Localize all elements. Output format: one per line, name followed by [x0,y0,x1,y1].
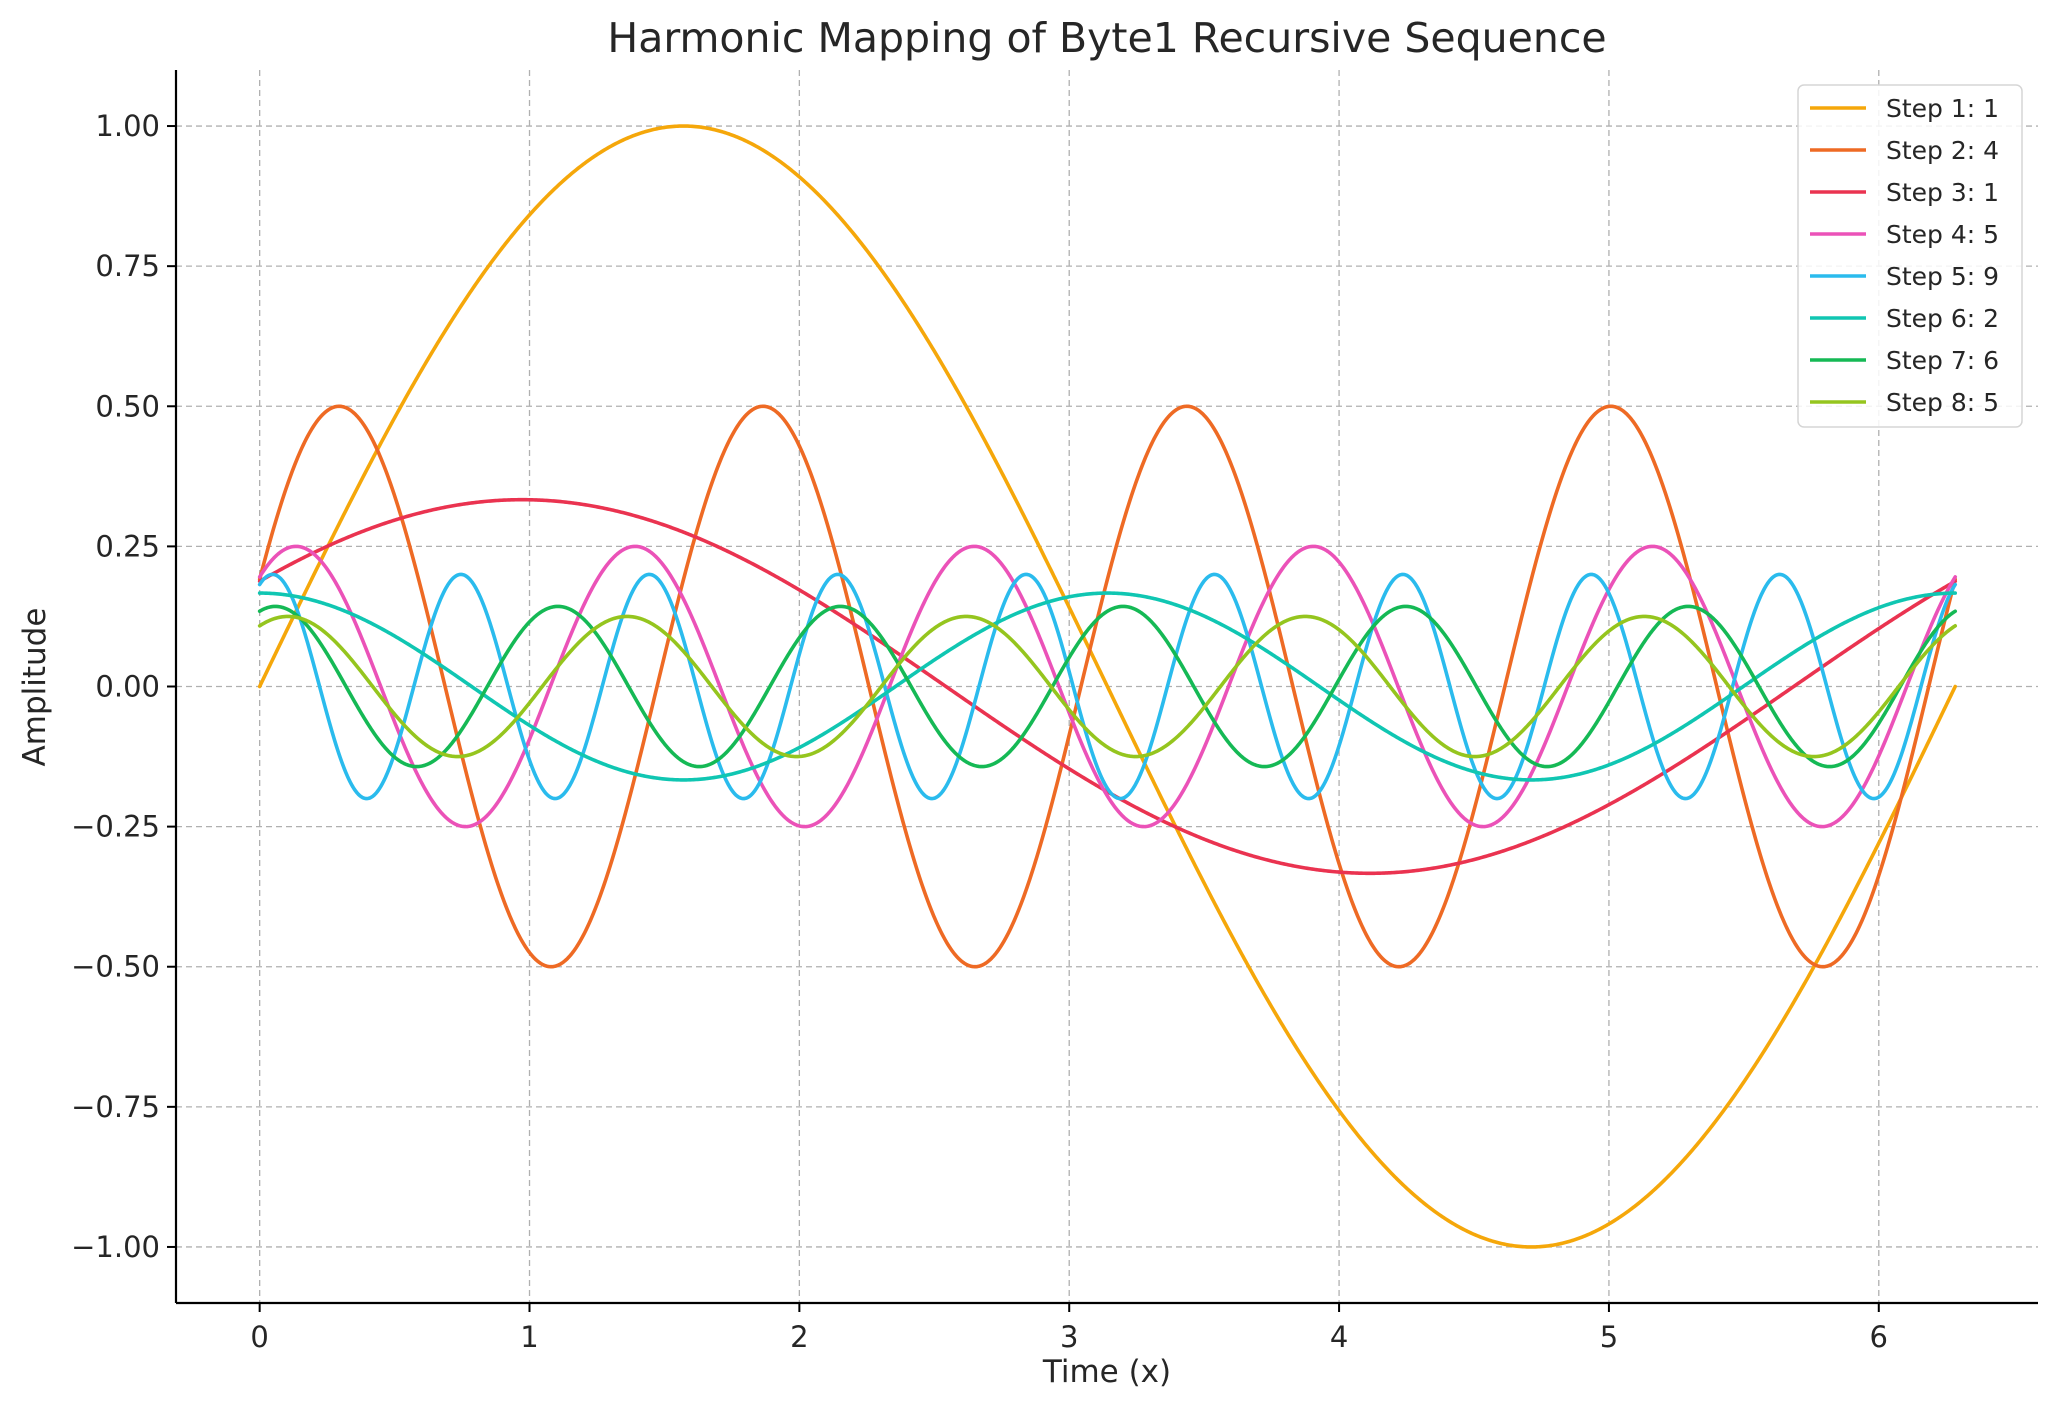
legend-label: Step 3: 1 [1886,178,1999,207]
x-tick-label: 4 [1330,1320,1348,1354]
series-line [257,591,1958,782]
legend-label: Step 4: 5 [1886,220,1999,249]
y-tick-label: −1.00 [71,1230,160,1264]
legend-label: Step 8: 5 [1886,388,1999,417]
legend-label: Step 7: 6 [1886,346,1999,375]
chart-title: Harmonic Mapping of Byte1 Recursive Sequ… [607,14,1606,62]
x-tick-label: 1 [520,1320,538,1354]
legend-label: Step 5: 9 [1886,262,1999,291]
y-tick-label: −0.25 [71,810,160,844]
y-tick-label: −0.50 [71,950,160,984]
series-line [257,124,1958,1249]
y-tick-label: −0.75 [71,1090,160,1124]
series-line [257,604,1958,769]
y-tick-label: 0.25 [95,529,160,563]
x-tick-label: 0 [250,1320,268,1354]
x-tick-label: 6 [1870,1320,1888,1354]
y-axis-label: Amplitude [17,608,53,767]
y-tick-label: 1.00 [95,109,160,143]
series-line [257,544,1958,829]
ticks: 0 1 2 3 4 5 6 −1.00 −0.75 −0.50 −0.25 0.00 0.25 0.50 0… [71,109,1888,1354]
series-line [257,614,1958,759]
series-line [257,404,1958,969]
x-axis-label: Time (x) [1042,1354,1171,1390]
legend-label: Step 1: 1 [1886,94,1999,123]
legend-box [1797,84,2023,428]
legend: Step 1: 1 Step 2: 4 Step 3: 1 Step 4: 5 Step… [1797,84,2023,428]
x-tick-label: 5 [1600,1320,1618,1354]
x-tick-label: 2 [790,1320,808,1354]
legend-label: Step 6: 2 [1886,304,1999,333]
x-tick-label: 3 [1060,1320,1078,1354]
series-line [257,497,1958,876]
legend-label: Step 2: 4 [1886,136,1999,165]
y-tick-label: 0.00 [95,670,160,704]
y-tick-label: 0.50 [95,389,160,423]
y-tick-label: 0.75 [95,249,160,283]
series-line [257,572,1958,801]
series-lines [257,124,1958,1249]
